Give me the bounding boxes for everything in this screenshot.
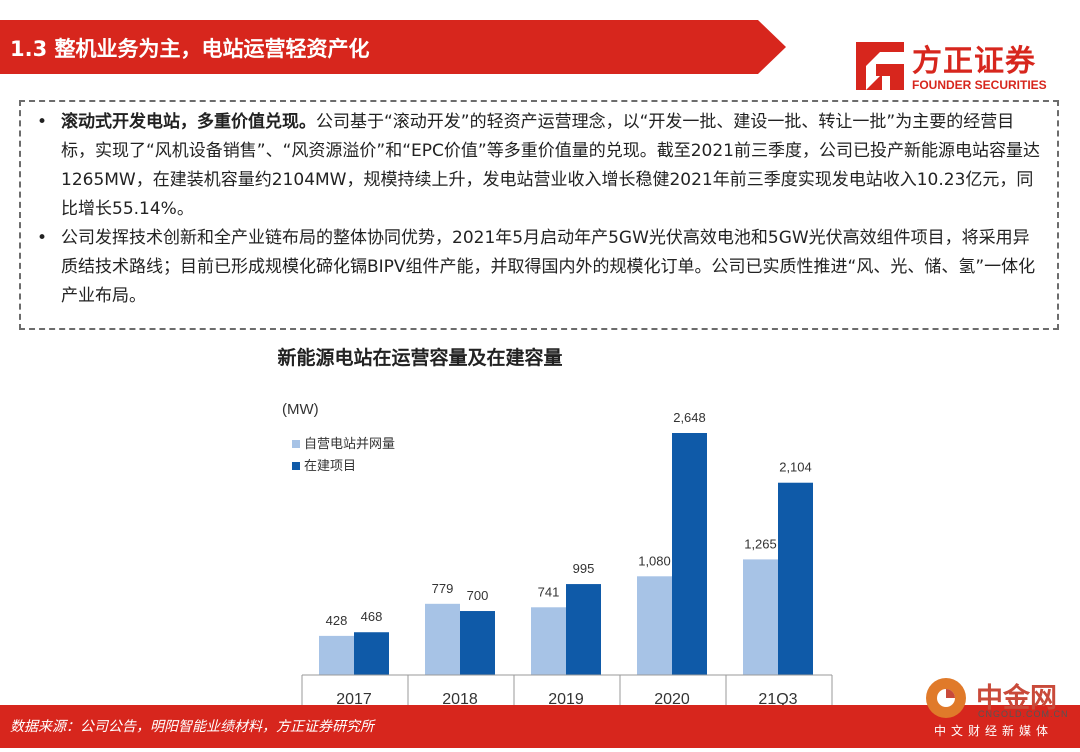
data-label: 468 [361,609,383,624]
bullet-item-1: • 滚动式开发电站，多重价值兑现。公司基于“滚动开发”的轻资产运营理念，以“开发… [31,108,1045,224]
bullet-2-text: 公司发挥技术创新和全产业链布局的整体协同优势，2021年5月启动年产5GW光伏高… [61,228,1036,306]
data-source: 数据来源：公司公告，明阳智能业绩材料，方正证券研究所 [10,719,374,735]
bar [354,632,389,675]
data-label: 428 [326,613,348,628]
bullet-1-text: 公司基于“滚动开发”的轻资产运营理念，以“开发一批、建设一批、转让一批”为主要的… [61,112,1040,219]
chart-title: 新能源电站在运营容量及在建容量 [277,346,562,369]
data-label: 1,265 [744,536,777,551]
legend-swatch [292,440,300,448]
bar [319,635,354,675]
bullet-dot-icon: • [37,112,48,132]
watermark-url: CNGOLD.COM.CN [978,709,1069,719]
bar [743,559,778,675]
bar [778,482,813,675]
bar [531,607,566,675]
bar [637,576,672,675]
watermark-tagline: 中文财经新媒体 [934,724,1054,738]
bullet-1-bold: 滚动式开发电站，多重价值兑现。 [61,112,316,132]
data-label: 995 [573,561,595,576]
bar [672,433,707,675]
section-title: 1.3 整机业务为主，电站运营轻资产化 [10,37,370,61]
footer-bar [0,705,1080,748]
data-label: 779 [432,581,454,596]
founder-securities-logo: 方正证券 FOUNDER SECURITIES [852,30,1067,100]
data-label: 700 [467,588,489,603]
legend-swatch [292,462,300,470]
x-tick-label: 2018 [442,691,478,708]
summary-box: • 滚动式开发电站，多重价值兑现。公司基于“滚动开发”的轻资产运营理念，以“开发… [19,100,1059,330]
chart-unit-label: (MW) [282,401,319,418]
bar [425,603,460,675]
bar [566,584,601,675]
data-label: 2,104 [779,460,812,475]
data-label: 741 [538,584,560,599]
legend-label: 自营电站并网量 [304,437,395,452]
x-tick-label: 2020 [654,691,690,708]
bullet-item-2: • 公司发挥技术创新和全产业链布局的整体协同优势，2021年5月启动年产5GW光… [31,224,1045,311]
watermark: 中金网 CNGOLD.COM.CN 中文财经新媒体 [918,662,1078,746]
founder-logo-icon [856,42,904,90]
x-tick-label: 21Q3 [758,691,797,708]
bullet-dot-icon: • [37,228,48,248]
data-label: 1,080 [638,553,671,568]
legend-label: 在建项目 [304,459,356,474]
bar [460,611,495,675]
x-tick-label: 2017 [336,691,372,708]
header-arrow-shape [0,20,786,74]
data-label: 2,648 [673,410,706,425]
section-header [0,20,790,74]
x-tick-label: 2019 [548,691,584,708]
logo-english: FOUNDER SECURITIES [912,78,1047,92]
logo-name: 方正证券 [912,44,1036,79]
cngold-logo-icon [926,678,966,718]
watermark-name: 中金网 [976,683,1057,714]
